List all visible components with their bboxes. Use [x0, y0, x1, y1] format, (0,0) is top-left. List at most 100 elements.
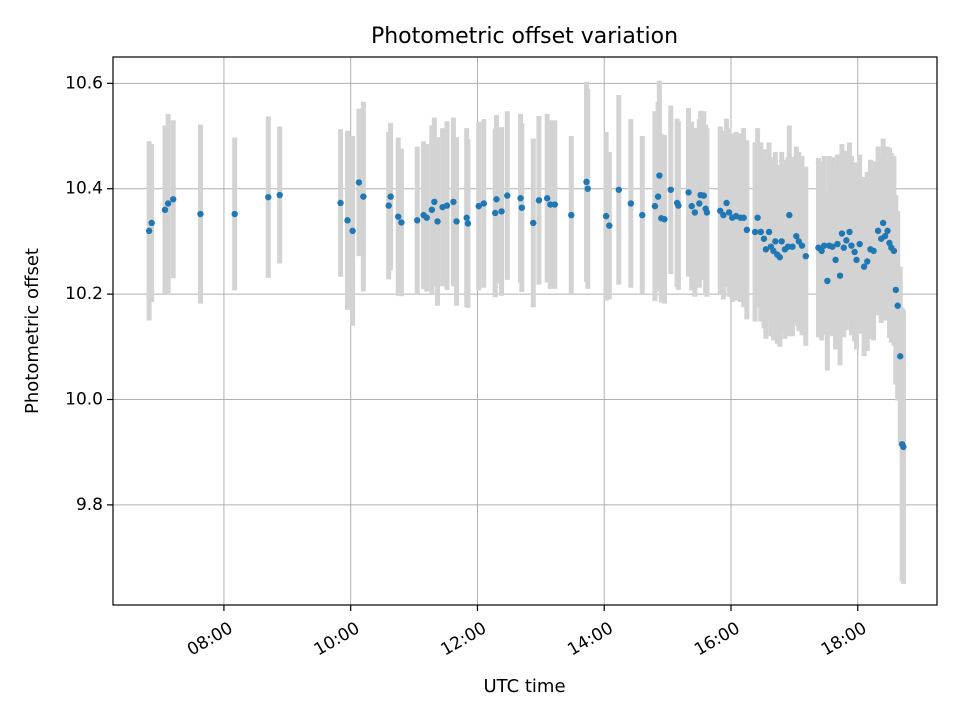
data-point — [568, 211, 575, 219]
x-tick-label: 08:00 — [184, 618, 236, 660]
data-point — [661, 216, 668, 223]
data-point — [431, 198, 438, 206]
data-point — [615, 186, 623, 193]
y-axis-label: Photometric offset — [22, 248, 43, 414]
data-point — [890, 247, 898, 255]
data-point — [498, 208, 505, 215]
data-point — [583, 178, 590, 186]
data-point — [518, 204, 526, 211]
chart-title: Photometric offset variation — [371, 24, 678, 49]
data-point — [344, 217, 351, 224]
data-point — [802, 252, 809, 260]
data-point — [656, 172, 663, 179]
data-point — [385, 202, 392, 209]
data-point — [475, 202, 482, 210]
data-point — [851, 248, 858, 256]
data-point — [276, 191, 283, 199]
data-point — [900, 443, 907, 451]
y-tick-label: 10.2 — [65, 284, 103, 304]
x-tick-label: 18:00 — [818, 618, 870, 660]
data-point — [884, 227, 891, 235]
data-point — [685, 189, 692, 196]
data-point — [231, 210, 238, 218]
data-point — [463, 214, 470, 221]
point-layer — [145, 172, 907, 451]
data-point — [493, 196, 500, 203]
data-point — [778, 238, 785, 245]
data-point — [148, 219, 155, 227]
data-point — [897, 353, 904, 360]
data-point — [881, 232, 889, 240]
plot-frame — [112, 56, 938, 606]
data-point — [757, 228, 764, 236]
data-point — [856, 240, 863, 248]
data-point — [535, 197, 543, 204]
data-point — [480, 200, 487, 207]
data-point — [853, 256, 860, 264]
data-point — [848, 242, 855, 249]
data-point — [740, 214, 747, 221]
x-axis-label: UTC time — [483, 676, 565, 697]
data-point — [453, 218, 460, 225]
data-point — [772, 238, 779, 245]
data-point — [838, 230, 846, 237]
data-point — [543, 195, 551, 202]
data-point — [667, 186, 674, 193]
data-point — [723, 199, 730, 207]
errorbar-layer — [146, 80, 906, 584]
data-point — [517, 195, 524, 202]
data-point — [879, 219, 887, 227]
data-point — [720, 211, 727, 219]
data-point — [818, 247, 825, 255]
data-point — [428, 206, 436, 214]
data-point — [434, 218, 441, 225]
data-point — [688, 202, 695, 210]
data-point — [743, 226, 751, 234]
data-point — [161, 206, 169, 214]
data-point — [492, 209, 499, 217]
data-point — [443, 202, 451, 209]
data-point — [798, 242, 806, 249]
data-point — [824, 277, 831, 285]
data-point — [700, 192, 707, 199]
data-point — [464, 220, 472, 227]
data-point — [696, 200, 703, 207]
y-tick-label: 10.0 — [65, 390, 103, 410]
data-point — [504, 192, 511, 199]
data-point — [892, 286, 899, 294]
data-point — [414, 217, 421, 224]
data-point — [639, 211, 646, 219]
data-point — [530, 219, 537, 227]
x-tick-label: 10:00 — [311, 618, 363, 660]
data-point — [164, 200, 172, 207]
data-point — [784, 243, 792, 250]
data-point — [360, 193, 367, 200]
data-point — [874, 227, 882, 235]
data-point — [170, 196, 177, 203]
data-point — [627, 200, 635, 207]
data-point — [355, 179, 363, 186]
data-point — [145, 227, 153, 235]
data-point — [846, 228, 853, 236]
data-point — [860, 263, 868, 270]
data-point — [337, 199, 344, 207]
data-point — [751, 228, 759, 236]
data-point — [703, 209, 711, 216]
x-tick-label: 12:00 — [438, 618, 490, 660]
data-point — [762, 246, 770, 253]
y-tick-label: 10.6 — [65, 73, 103, 93]
data-point — [675, 202, 682, 209]
data-point — [398, 219, 405, 226]
data-point — [387, 193, 394, 200]
x-tick-label: 14:00 — [564, 618, 616, 660]
data-point — [602, 212, 610, 220]
data-point — [870, 247, 877, 255]
data-point — [829, 243, 836, 250]
data-point — [450, 198, 457, 206]
data-point — [832, 256, 839, 264]
data-point — [786, 211, 793, 219]
data-point — [691, 209, 699, 216]
data-point — [793, 232, 800, 240]
data-point — [789, 243, 796, 250]
